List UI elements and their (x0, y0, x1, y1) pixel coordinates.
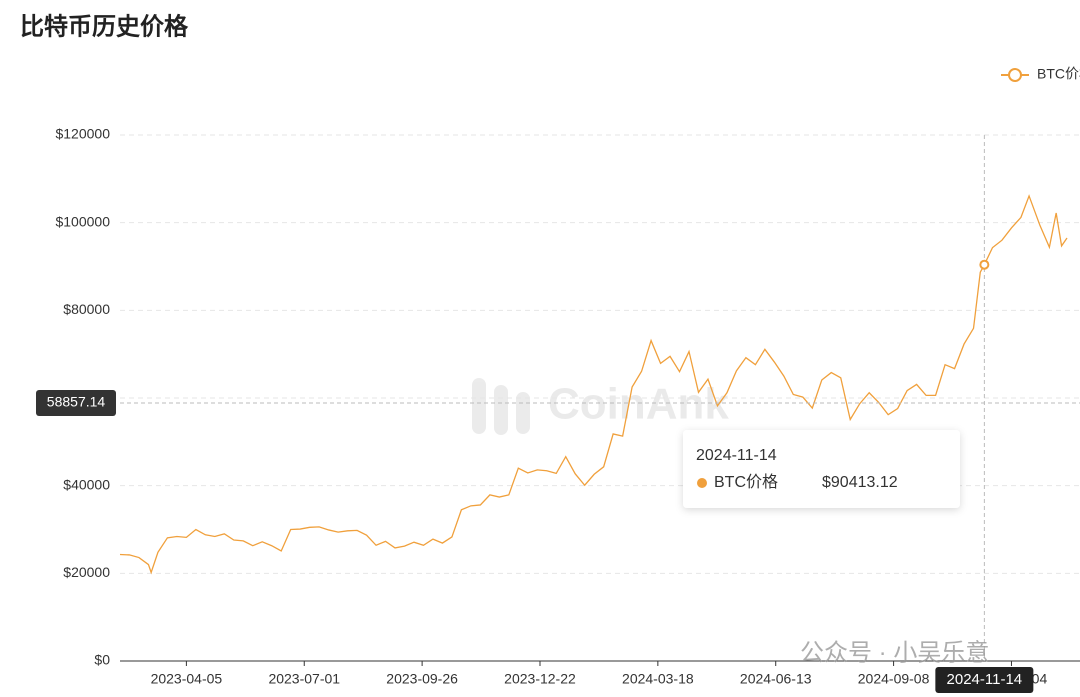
legend-marker (1008, 68, 1022, 82)
x-tick-label: 2023-12-22 (504, 671, 576, 687)
y-tick-label: $40000 (63, 476, 110, 492)
crosshair-x-label: 2024-11-14 (947, 671, 1023, 688)
chart-title: 比特币历史价格 (20, 13, 189, 40)
tooltip-dot (697, 478, 707, 488)
y-tick-label: $120000 (55, 126, 110, 142)
watermark: CoinAnk (548, 380, 729, 429)
y-tick-label: $0 (94, 652, 110, 668)
price-line (119, 194, 1068, 575)
y-tick-label: $80000 (63, 301, 110, 317)
y-tick-label: $20000 (63, 564, 110, 580)
x-tick-label: 2023-04-05 (151, 671, 223, 687)
x-tick-label: 2024-06-13 (740, 671, 812, 687)
x-tick-label: 2023-07-01 (268, 671, 340, 687)
x-tick-label: 2024-03-18 (622, 671, 694, 687)
tooltip-series: BTC价格 (714, 473, 778, 491)
watermark: 公众号 · 小吴乐意 (800, 639, 989, 666)
hover-point (979, 259, 990, 270)
legend-label: BTC价格 (1037, 66, 1080, 82)
crosshair-x-box (935, 667, 1034, 693)
crosshair-y-box (36, 390, 116, 417)
watermark-logo (472, 378, 530, 435)
tooltip-box (683, 430, 960, 508)
tooltip-date: 2024-11-14 (696, 447, 777, 464)
y-tick-label: $100000 (55, 213, 110, 229)
crosshair-y-label: 58857.14 (47, 394, 106, 410)
x-tick-label: 2024-09-08 (858, 671, 930, 687)
x-tick-label: 2023-09-26 (386, 671, 458, 687)
tooltip-value: $90413.12 (822, 474, 898, 491)
